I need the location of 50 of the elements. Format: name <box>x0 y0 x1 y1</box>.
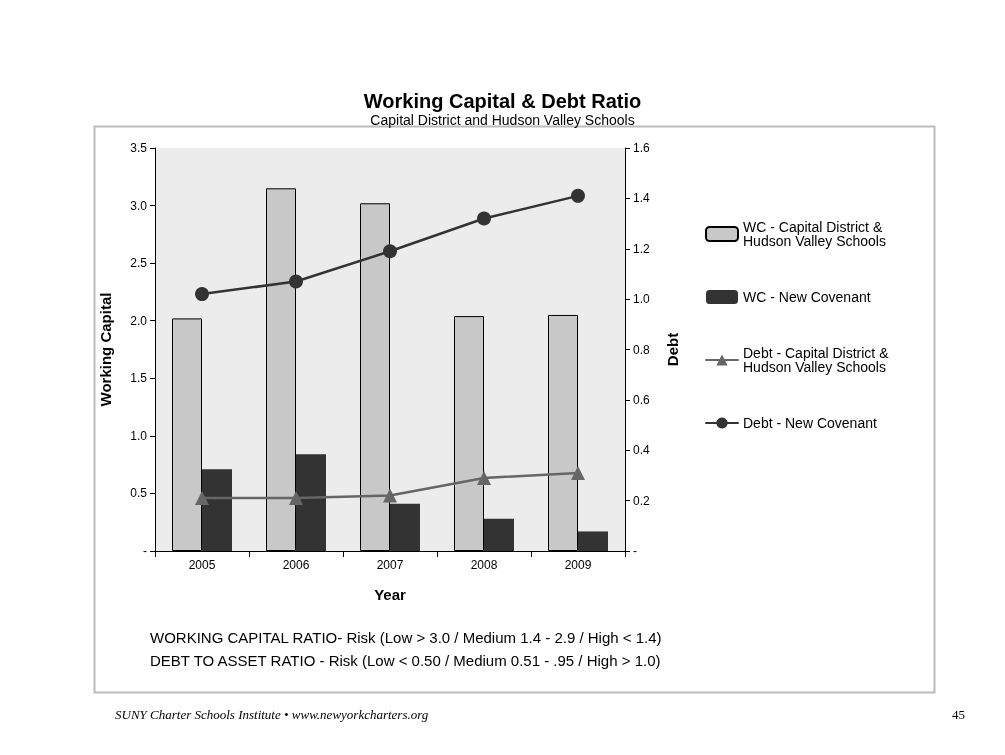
chart-subtitle: Capital District and Hudson Valley Schools <box>370 112 635 128</box>
point <box>477 211 491 226</box>
y2-tick-label: 0.8 <box>633 342 651 357</box>
point <box>571 188 585 203</box>
y2-axis-title: Debt <box>664 332 681 367</box>
x-tick-label: 2008 <box>470 558 498 572</box>
bar <box>296 454 326 551</box>
y2-tick-label: - <box>633 544 637 558</box>
point <box>289 491 303 506</box>
bar <box>390 503 420 551</box>
legend-label: Debt - New Covenant <box>743 415 877 431</box>
y2-tick-label: 1.0 <box>633 292 651 307</box>
y-tick-label: - <box>143 544 147 558</box>
chart-title: Working Capital & Debt Ratio <box>363 90 642 112</box>
y-axis-title: Working Capital <box>97 292 114 407</box>
text: SUNY Charter Schools Institute • www.newyorkcharters.org <box>115 707 429 722</box>
x-tick-label: 2006 <box>282 558 310 572</box>
legend-label: Debt - Capital District & Hudson Valley Schools <box>743 345 893 375</box>
point <box>289 274 303 289</box>
legend-label: WC - New Covenant <box>743 289 871 305</box>
x-tick-label: 2007 <box>376 558 404 572</box>
point <box>571 465 585 480</box>
y2-tick-label: 1.6 <box>633 141 651 155</box>
point <box>195 287 209 302</box>
bar <box>578 531 608 551</box>
point <box>383 244 397 259</box>
bar <box>202 469 232 551</box>
point <box>383 488 397 503</box>
y-tick-label: 1.0 <box>130 428 148 443</box>
y-tick-label: 2.5 <box>130 256 148 271</box>
x-tick-label: 2009 <box>564 558 592 572</box>
text: WORKING CAPITAL RATIO- Risk (Low > 3.0 / Medium 1.4 - 2.9 / High < 1.4) <box>150 629 662 646</box>
y-tick-label: 3.0 <box>130 198 148 213</box>
y2-tick-label: 0.4 <box>633 443 651 458</box>
x-axis-title: Year <box>374 586 407 603</box>
legend-label: WC - Capital District & Hudson Valley Schools <box>743 219 887 249</box>
y2-tick-label: 0.6 <box>633 392 651 407</box>
y2-tick-label: 0.2 <box>633 493 651 508</box>
point <box>477 470 491 485</box>
point <box>195 491 209 506</box>
y-tick-label: 1.5 <box>130 371 148 386</box>
y2-tick-label: 1.2 <box>633 241 651 256</box>
y-tick-label: 3.5 <box>130 141 148 155</box>
y-tick-label: 2.0 <box>130 313 148 328</box>
y2-tick-label: 1.4 <box>633 191 651 206</box>
bar <box>484 518 514 551</box>
x-tick-label: 2005 <box>188 558 216 572</box>
text: DEBT TO ASSET RATIO - Risk (Low < 0.50 / Medium 0.51 - .95 / High > 1.0) <box>150 652 661 669</box>
text: 45 <box>952 707 965 722</box>
y-tick-label: 0.5 <box>130 486 148 501</box>
